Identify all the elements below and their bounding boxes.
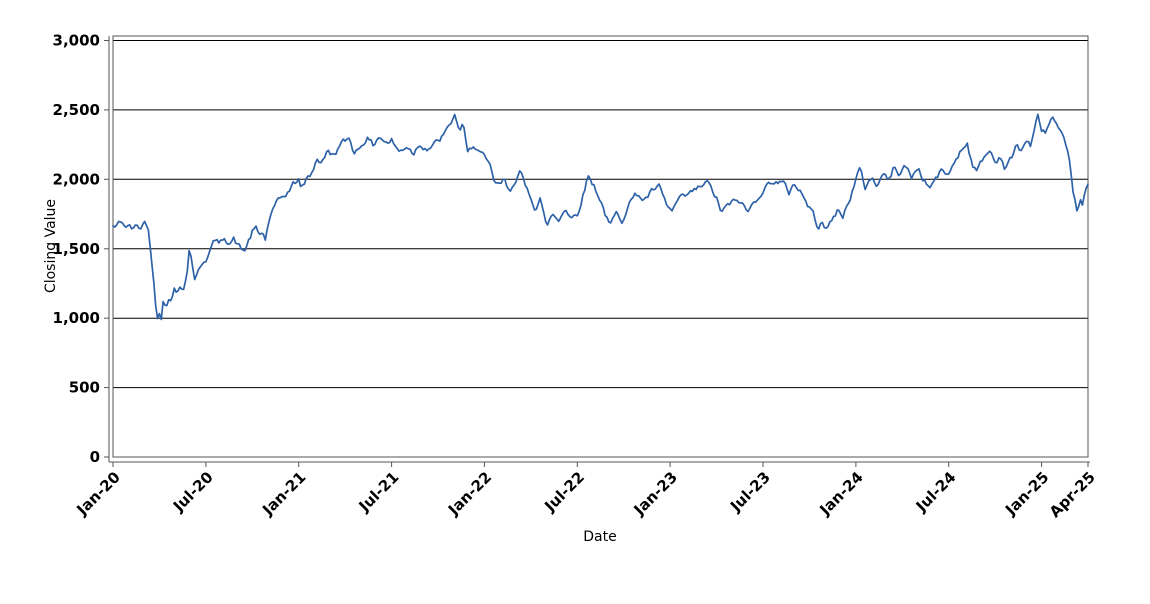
y-tick-label-1500: 1,500	[53, 240, 100, 258]
x-axis-ticks: Jan-20 Jul-20 Jan-21 Jul-21 Jan-22 Jul-22 Jan-…	[73, 462, 1099, 521]
x-tick-label-Jul-23: Jul-23	[726, 468, 774, 516]
x-tick-label-Jul-20: Jul-20	[169, 468, 217, 516]
plot-border	[112, 35, 1089, 458]
y-tick-label-0: 0	[90, 448, 100, 466]
x-tick-label-Jan-22: Jan-22	[444, 468, 495, 519]
y-tick-label-2500: 2,500	[53, 101, 100, 119]
x-tick-label-Jan-25: Jan-25	[1001, 468, 1052, 519]
x-axis-title: Date	[583, 529, 616, 545]
x-tick-label-Jul-22: Jul-22	[540, 468, 588, 516]
y-axis-ticks: 0 500 1,000 1,500 2,000 2,500 3,000	[53, 32, 109, 466]
y-axis-title: Closing Value	[43, 199, 59, 293]
y-tick-label-500: 500	[69, 379, 100, 397]
x-tick-label-Jan-21: Jan-21	[258, 468, 309, 519]
x-tick-label-Jul-24: Jul-24	[912, 468, 960, 516]
x-tick-label-Apr-25: Apr-25	[1046, 468, 1099, 521]
gridlines	[113, 40, 1088, 458]
x-tick-label-Jan-23: Jan-23	[630, 468, 681, 519]
x-tick-label-Jan-24: Jan-24	[815, 468, 866, 519]
y-tick-label-2000: 2,000	[53, 170, 100, 188]
x-tick-label-Jan-20: Jan-20	[73, 468, 124, 519]
y-tick-label-3000: 3,000	[53, 32, 100, 50]
series-line-closing-value	[112, 113, 1089, 321]
x-tick-label-Jul-21: Jul-21	[355, 468, 403, 516]
y-tick-label-1000: 1,000	[53, 309, 100, 327]
